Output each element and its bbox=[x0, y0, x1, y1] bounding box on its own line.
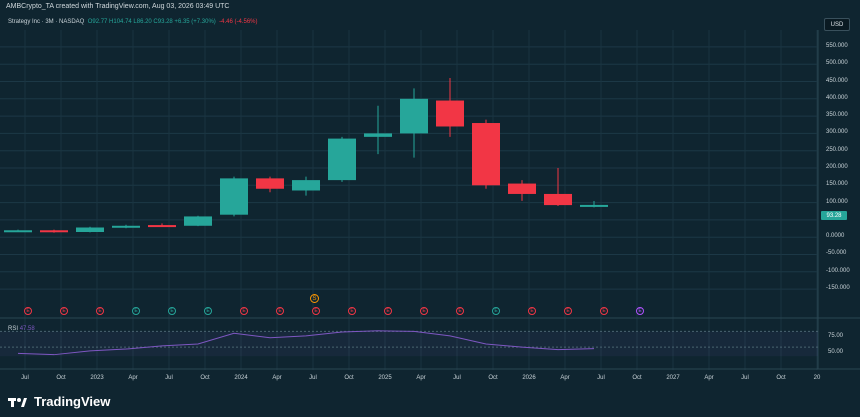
time-tick-label: 2026 bbox=[522, 375, 536, 381]
time-tick-label: Apr bbox=[416, 375, 426, 381]
time-tick-label: Oct bbox=[344, 375, 354, 381]
time-tick-label: 2024 bbox=[234, 375, 248, 381]
time-tick-label: Jul bbox=[453, 375, 461, 381]
earnings-icon[interactable]: E bbox=[636, 307, 644, 315]
earnings-icon[interactable]: E bbox=[420, 307, 428, 315]
time-tick-label: Oct bbox=[632, 375, 642, 381]
price-tick-label: 100.000 bbox=[826, 198, 848, 205]
logo-text: TradingView bbox=[34, 394, 111, 409]
time-tick-label: Jul bbox=[597, 375, 605, 381]
candle-body bbox=[76, 227, 104, 232]
price-tick-label: 450.000 bbox=[826, 77, 848, 84]
rsi-band bbox=[0, 331, 818, 357]
earnings-icon[interactable]: E bbox=[132, 307, 140, 315]
candle-body bbox=[328, 138, 356, 181]
current-price-label: 93.28 bbox=[821, 211, 847, 220]
price-tick-label: -50.000 bbox=[826, 250, 847, 257]
earnings-icon[interactable]: E bbox=[456, 307, 464, 315]
candle-body bbox=[508, 183, 536, 194]
earnings-icon[interactable]: E bbox=[348, 307, 356, 315]
earnings-icon[interactable]: E bbox=[96, 307, 104, 315]
candle-body bbox=[580, 204, 608, 207]
symbol-name: Strategy Inc · 3M · NASDAQ bbox=[8, 19, 85, 25]
candle-body bbox=[148, 225, 176, 228]
earnings-icon[interactable]: E bbox=[168, 307, 176, 315]
time-tick-label: Apr bbox=[128, 375, 138, 381]
price-tick-label: 200.000 bbox=[826, 164, 848, 170]
earnings-icon[interactable]: E bbox=[24, 307, 32, 315]
time-tick-label: Jul bbox=[309, 375, 317, 381]
time-tick-label: Oct bbox=[488, 375, 498, 381]
time-tick-label: Jul bbox=[741, 375, 749, 381]
time-tick-label: Oct bbox=[56, 375, 66, 381]
candle-body bbox=[364, 133, 392, 137]
time-tick-label: 2027 bbox=[666, 375, 680, 381]
price-tick-label: 0.0000 bbox=[826, 233, 845, 240]
earnings-icon[interactable]: E bbox=[564, 307, 572, 315]
rsi-tick-75: 75.00 bbox=[828, 333, 844, 339]
price-tick-label: -150.000 bbox=[826, 285, 850, 292]
rsi-title: RSI bbox=[8, 326, 19, 332]
earnings-icon[interactable]: E bbox=[384, 307, 392, 315]
time-tick-label: Apr bbox=[272, 375, 282, 381]
candle-body bbox=[472, 123, 500, 186]
price-tick-label: 400.000 bbox=[826, 94, 848, 101]
chart-grid bbox=[0, 30, 860, 370]
price-tick-label: 500.000 bbox=[826, 60, 848, 67]
price-tick-label: 350.000 bbox=[826, 112, 848, 119]
time-tick-label: Apr bbox=[704, 375, 714, 381]
earnings-icon[interactable]: E bbox=[276, 307, 284, 315]
time-tick-label: 2025 bbox=[378, 375, 392, 381]
tradingview-logo[interactable]: TradingView bbox=[8, 394, 110, 409]
candle-body bbox=[292, 180, 320, 191]
price-change: -4.46 (-4.56%) bbox=[219, 19, 258, 25]
time-tick-label: Oct bbox=[776, 375, 786, 381]
price-tick-label: 300.000 bbox=[826, 129, 848, 136]
ohlc-values: O92.77 H104.74 L86.20 C93.28 +6.35 (+7.3… bbox=[87, 19, 216, 25]
candle-body bbox=[112, 225, 140, 228]
price-tick-label: 550.000 bbox=[826, 42, 848, 49]
dividend-marker[interactable]: S bbox=[310, 294, 319, 303]
rsi-legend[interactable]: RSI 47.58 bbox=[8, 326, 35, 332]
time-tick-label: Jul bbox=[165, 375, 173, 381]
rsi-pane bbox=[0, 330, 818, 357]
candle-body bbox=[436, 100, 464, 127]
candle-body bbox=[220, 178, 248, 215]
earnings-icon[interactable]: E bbox=[528, 307, 536, 315]
earnings-icon[interactable]: E bbox=[60, 307, 68, 315]
price-tick-label: -100.000 bbox=[826, 267, 850, 274]
price-tick-label: 250.000 bbox=[826, 146, 848, 153]
candle-body bbox=[400, 98, 428, 134]
earnings-icon[interactable]: E bbox=[204, 307, 212, 315]
rsi-value: 47.58 bbox=[19, 326, 35, 332]
currency-button[interactable]: USD bbox=[824, 18, 850, 31]
time-tick-label: Apr bbox=[560, 375, 570, 381]
rsi-line bbox=[17, 330, 595, 356]
candle-body bbox=[184, 216, 212, 226]
time-tick-label: Jul bbox=[21, 375, 29, 381]
price-tick-label: 150.000 bbox=[826, 181, 848, 188]
chart-attribution: AMBCrypto_TA created with TradingView.co… bbox=[6, 3, 230, 10]
earnings-icon[interactable]: E bbox=[600, 307, 608, 315]
time-tick-label: 20 bbox=[813, 375, 821, 381]
time-tick-label: 2023 bbox=[90, 375, 104, 381]
time-tick-label: Oct bbox=[200, 375, 210, 381]
rsi-tick-50: 50.00 bbox=[828, 349, 844, 355]
candle-body bbox=[544, 193, 572, 206]
tradingview-icon bbox=[8, 397, 27, 407]
candle-body bbox=[40, 230, 68, 233]
candle-body bbox=[256, 178, 284, 189]
candle-body bbox=[4, 230, 32, 233]
earnings-icon[interactable]: E bbox=[492, 307, 500, 315]
earnings-icon[interactable]: E bbox=[240, 307, 248, 315]
candles-layer bbox=[4, 78, 608, 233]
earnings-icon[interactable]: E bbox=[312, 307, 320, 315]
symbol-legend[interactable]: Strategy Inc · 3M · NASDAQ O92.77 H104.7… bbox=[8, 19, 258, 25]
